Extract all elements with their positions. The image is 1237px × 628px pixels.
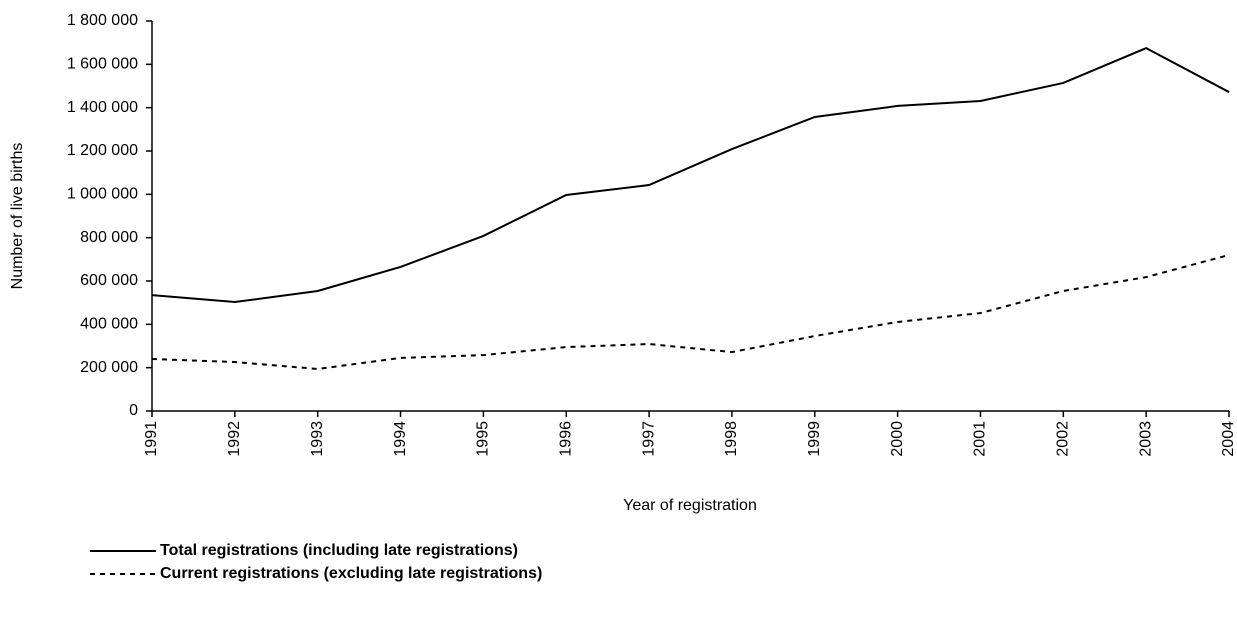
y-tick-label: 1 600 000 [67, 56, 138, 73]
series-line [151, 254, 1230, 370]
y-tick-label: 0 [129, 402, 138, 419]
y-tick-label: 1 400 000 [67, 99, 138, 116]
x-tick-label: 2001 [972, 421, 989, 457]
x-tick-label: 1994 [392, 421, 409, 457]
x-tick-label: 1992 [226, 421, 243, 457]
x-tick-label: 1997 [640, 421, 657, 457]
y-tick-label: 200 000 [80, 359, 138, 376]
y-tick-label: 800 000 [80, 229, 138, 246]
x-tick-label: 1999 [806, 421, 823, 457]
x-tick-label: 1991 [143, 421, 160, 457]
series-line [151, 46, 1230, 304]
legend-label: Current registrations (excluding late re… [160, 565, 542, 582]
y-tick-label: 1 200 000 [67, 142, 138, 159]
x-tick-label: 1998 [723, 421, 740, 457]
y-axis-title: Number of live births [9, 143, 26, 290]
x-tick-label: 2003 [1137, 421, 1154, 457]
y-tick-label: 400 000 [80, 316, 138, 333]
legend-label: Total registrations (including late regi… [160, 542, 518, 559]
x-tick-label: 1995 [475, 421, 492, 457]
y-tick-label: 600 000 [80, 272, 138, 289]
y-tick-label: 1 000 000 [67, 186, 138, 203]
x-tick-label: 2004 [1220, 421, 1237, 457]
x-tick-label: 1996 [557, 421, 574, 457]
x-tick-label: 2002 [1055, 421, 1072, 457]
y-tick-label: 1 800 000 [67, 12, 138, 29]
x-axis-title: Year of registration [623, 497, 757, 514]
x-tick-label: 2000 [889, 421, 906, 457]
x-tick-label: 1993 [309, 421, 326, 457]
